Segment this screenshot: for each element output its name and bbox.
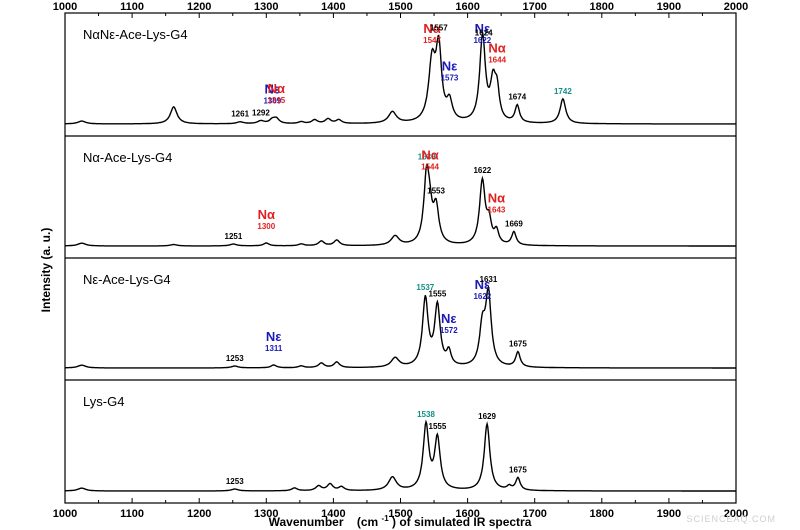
peak-label: 1538 — [417, 410, 435, 419]
x-tick-label-bottom: 1700 — [522, 508, 546, 520]
axis-ticks: 1000 1000 1100 1100 1200 1200 1300 1300 1400 1400… — [53, 1, 748, 520]
panel-label-1: NαNε-Ace-Lys-G4 — [83, 27, 188, 42]
spectrum-line-3 — [65, 285, 736, 369]
group-label: Nα — [268, 81, 285, 96]
peak-label: 1631 — [480, 275, 498, 284]
group-label: Nα — [488, 41, 505, 56]
plot-frame — [64, 12, 737, 504]
x-axis-title: Wavenumber (cm -1 ) of simulated IR spec… — [269, 510, 532, 529]
peak-label: 1547 — [423, 36, 441, 45]
group-label: Nε — [441, 311, 457, 326]
x-tick-label-bottom: 1100 — [120, 508, 144, 520]
x-tick-label-top: 1000 — [53, 1, 77, 13]
peak-label: 1643 — [488, 205, 506, 214]
peak-label: 1622 — [473, 36, 491, 45]
spectra-panels: NαNε-Ace-Lys-G4 Nα-Ace-Lys-G4 Nε-Ace-Lys-G… — [65, 27, 736, 492]
group-label: Nε — [266, 329, 282, 344]
x-tick-label-bottom: 1500 — [388, 508, 412, 520]
group-label: Nε — [265, 82, 281, 97]
peak-label: 1622 — [473, 166, 491, 175]
peak-label: 1309 — [263, 97, 281, 106]
y-axis-title: Intensity (a. u.) — [39, 228, 53, 313]
panel-3: Nε-Ace-Lys-G4 — [65, 272, 736, 369]
panel-label-3: Nε-Ace-Lys-G4 — [83, 272, 171, 287]
group-label: Nε — [442, 58, 458, 73]
x-tick-label-bottom: 1800 — [590, 508, 614, 520]
panel-1-annotations: 1261 12921309Nε1315Nα1547Nα15571573Nε1622… — [231, 21, 572, 119]
peak-label: 1622 — [473, 292, 491, 301]
peak-label: 1669 — [505, 219, 523, 228]
x-tick-label-top: 1700 — [522, 1, 546, 13]
peak-label: 1300 — [257, 222, 275, 231]
group-label: Nα — [421, 147, 438, 162]
group-label: Nε — [475, 21, 491, 36]
x-tick-label-bottom: 1200 — [187, 508, 211, 520]
x-tick-label-bottom: 2000 — [724, 508, 748, 520]
x-tick-label-top: 1600 — [455, 1, 479, 13]
panel-1: NαNε-Ace-Lys-G4 — [65, 27, 736, 125]
peak-label: 1675 — [509, 339, 527, 348]
x-tick-label-bottom: 1900 — [657, 508, 681, 520]
x-tick-label-top: 1100 — [120, 1, 144, 13]
peak-label: 1553 — [427, 187, 445, 196]
group-label: Nε — [475, 277, 491, 292]
x-axis-title-suffix: ) of simulated IR spectra — [392, 515, 532, 529]
spectrum-line-1 — [65, 31, 736, 125]
watermark: SCIENCEAQ.COM — [686, 514, 776, 524]
x-tick-label-bottom: 1300 — [254, 508, 278, 520]
peak-label: 1311 — [265, 344, 283, 353]
group-label: Nα — [258, 207, 275, 222]
x-tick-label-top: 1800 — [590, 1, 614, 13]
x-axis-title-unit: (cm — [357, 515, 378, 529]
peak-label: 1629 — [478, 412, 496, 421]
peak-label: 1261 — [231, 110, 249, 119]
peak-label: 1624 — [475, 29, 493, 38]
peak-label: 1644 — [488, 56, 506, 65]
peak-label: 1572 — [440, 326, 458, 335]
peak-label: 1544 — [421, 162, 439, 171]
x-tick-label-bottom: 1400 — [321, 508, 345, 520]
peak-label: 1555 — [429, 422, 447, 431]
x-axis-title-main: Wavenumber — [269, 515, 344, 529]
panel-4-annotations: 1253 1538 1555 1629 1675 — [226, 410, 528, 486]
peak-label: 1537 — [416, 283, 434, 292]
group-label: Nα — [488, 190, 505, 205]
peak-label: 1315 — [267, 96, 285, 105]
peak-label: 1742 — [554, 87, 572, 96]
x-tick-label-top: 2000 — [724, 1, 748, 13]
peak-label: 1539 — [418, 153, 436, 162]
x-axis-title-unit-sup: -1 — [382, 514, 390, 523]
peak-label: 1292 — [252, 108, 270, 117]
panel-label-4: Lys-G4 — [83, 394, 124, 409]
x-tick-label-top: 1300 — [254, 1, 278, 13]
x-tick-label-top: 1400 — [321, 1, 345, 13]
x-tick-label-bottom: 1600 — [455, 508, 479, 520]
x-tick-label-top: 1200 — [187, 1, 211, 13]
spectrum-line-4 — [65, 419, 736, 492]
peak-label: 1557 — [430, 24, 448, 33]
peak-label: 1675 — [509, 465, 527, 474]
group-label: Nα — [423, 21, 440, 36]
spectrum-line-2 — [65, 163, 736, 247]
peak-label: 1555 — [429, 290, 447, 299]
x-tick-label-top: 1900 — [657, 1, 681, 13]
x-tick-label-top: 1500 — [388, 1, 412, 13]
peak-label: 1674 — [508, 92, 526, 101]
x-tick-label-bottom: 1000 — [53, 508, 77, 520]
peak-label: 1253 — [226, 477, 244, 486]
peak-label: 1251 — [225, 232, 243, 241]
peak-annotations: 1261 12921309Nε1315Nα1547Nα15571573Nε1622… — [225, 21, 573, 486]
peak-label: 1253 — [226, 354, 244, 363]
panel-2: Nα-Ace-Lys-G4 — [65, 150, 736, 247]
panel-label-2: Nα-Ace-Lys-G4 — [83, 150, 172, 165]
panel-4: Lys-G4 — [65, 394, 736, 492]
peak-label: 1573 — [441, 73, 459, 82]
